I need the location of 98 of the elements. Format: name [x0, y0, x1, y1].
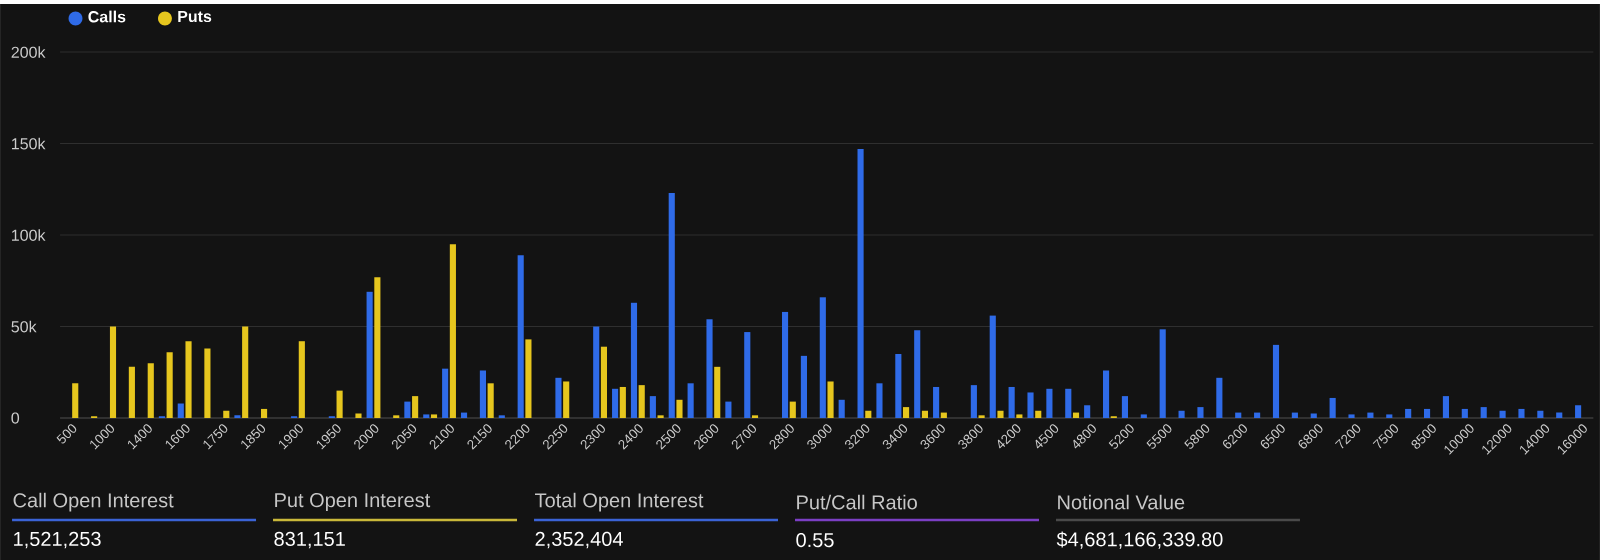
text: 831,151: [274, 531, 345, 549]
bar: [563, 381, 570, 419]
bar: [600, 346, 608, 419]
bar: [989, 315, 996, 419]
bar: [1405, 408, 1412, 419]
legend-label: Puts: [178, 10, 212, 23]
bar: [630, 302, 638, 419]
bar: [223, 410, 230, 419]
bar: [1027, 392, 1034, 419]
bar: [479, 370, 486, 419]
bar: [1216, 377, 1223, 419]
bar: [921, 410, 929, 419]
y-tick-label: 100k: [12, 229, 46, 241]
bar: [72, 383, 79, 419]
bar: [1461, 408, 1468, 419]
bar: [1272, 344, 1280, 419]
text: Notional Value: [1058, 494, 1185, 510]
bar: [204, 348, 211, 419]
bar: [612, 388, 619, 419]
bar: [706, 319, 713, 419]
bar: [555, 377, 562, 419]
bar: [997, 410, 1004, 419]
bar: [895, 353, 902, 419]
bar: [185, 341, 192, 419]
bar: [593, 326, 600, 419]
text: Total Open Interest: [535, 492, 704, 512]
bar: [1084, 405, 1091, 419]
bar: [1537, 410, 1544, 419]
text: 0.55: [796, 532, 834, 548]
bar: [1035, 410, 1042, 419]
bar: [109, 326, 117, 419]
bar: [933, 386, 940, 419]
bar: [725, 401, 732, 419]
bar: [1442, 396, 1449, 419]
bar: [1329, 397, 1336, 419]
bar: [744, 332, 751, 419]
bar: [525, 339, 532, 419]
bar: [242, 326, 249, 419]
bar: [374, 277, 381, 419]
bar: [827, 381, 834, 419]
bar: [857, 149, 864, 419]
bar: [781, 311, 789, 419]
bar: [449, 244, 456, 419]
bar: [355, 413, 362, 419]
bar: [876, 383, 883, 419]
bar: [1121, 396, 1128, 419]
bar: [668, 192, 675, 419]
bar: [649, 396, 656, 419]
bar: [1518, 408, 1525, 419]
bar: [800, 355, 807, 419]
bar: [619, 386, 626, 419]
bar: [714, 366, 721, 419]
bar: [970, 385, 977, 419]
bar: [914, 330, 921, 419]
bar: [298, 341, 305, 419]
legend-label: Calls: [88, 10, 126, 23]
bar: [166, 352, 173, 419]
bar: [366, 291, 373, 419]
bar: [1575, 405, 1582, 419]
text: Put Open Interest: [275, 492, 431, 512]
bar: [1008, 386, 1015, 419]
text: Put/Call Ratio: [797, 494, 917, 510]
bar: [1159, 329, 1166, 419]
y-tick-label: 150k: [12, 137, 46, 150]
bar: [1423, 408, 1431, 419]
bar: [1310, 413, 1317, 419]
bar: [1197, 407, 1204, 419]
bar: [404, 401, 411, 419]
bar: [260, 408, 268, 419]
bar: [838, 399, 845, 419]
bar: [789, 401, 796, 419]
bar: [1046, 388, 1053, 419]
bar: [1480, 407, 1487, 419]
bar: [128, 366, 135, 419]
bar: [177, 403, 184, 419]
bar: [676, 399, 683, 419]
text: Call Open Interest: [13, 492, 174, 512]
bar: [903, 407, 910, 419]
bar: [819, 297, 826, 419]
y-tick-label: 50k: [11, 320, 37, 333]
bar: [687, 383, 694, 419]
bar: [638, 385, 645, 419]
y-tick-label: 200k: [11, 46, 46, 58]
bar: [147, 363, 154, 419]
bar: [865, 410, 872, 419]
bar: [336, 390, 343, 419]
bar: [487, 383, 494, 419]
bar: [1102, 370, 1110, 419]
y-tick-label: 0: [11, 412, 20, 424]
bar: [517, 255, 524, 419]
bar: [442, 368, 449, 419]
text: $4,681,166,339.80: [1056, 531, 1223, 549]
text: 1,521,253: [14, 531, 101, 549]
bar: [1499, 410, 1506, 419]
bar: [1178, 410, 1185, 419]
text: 2,352,404: [535, 531, 623, 549]
bar: [412, 396, 419, 419]
bar: [1065, 388, 1072, 419]
